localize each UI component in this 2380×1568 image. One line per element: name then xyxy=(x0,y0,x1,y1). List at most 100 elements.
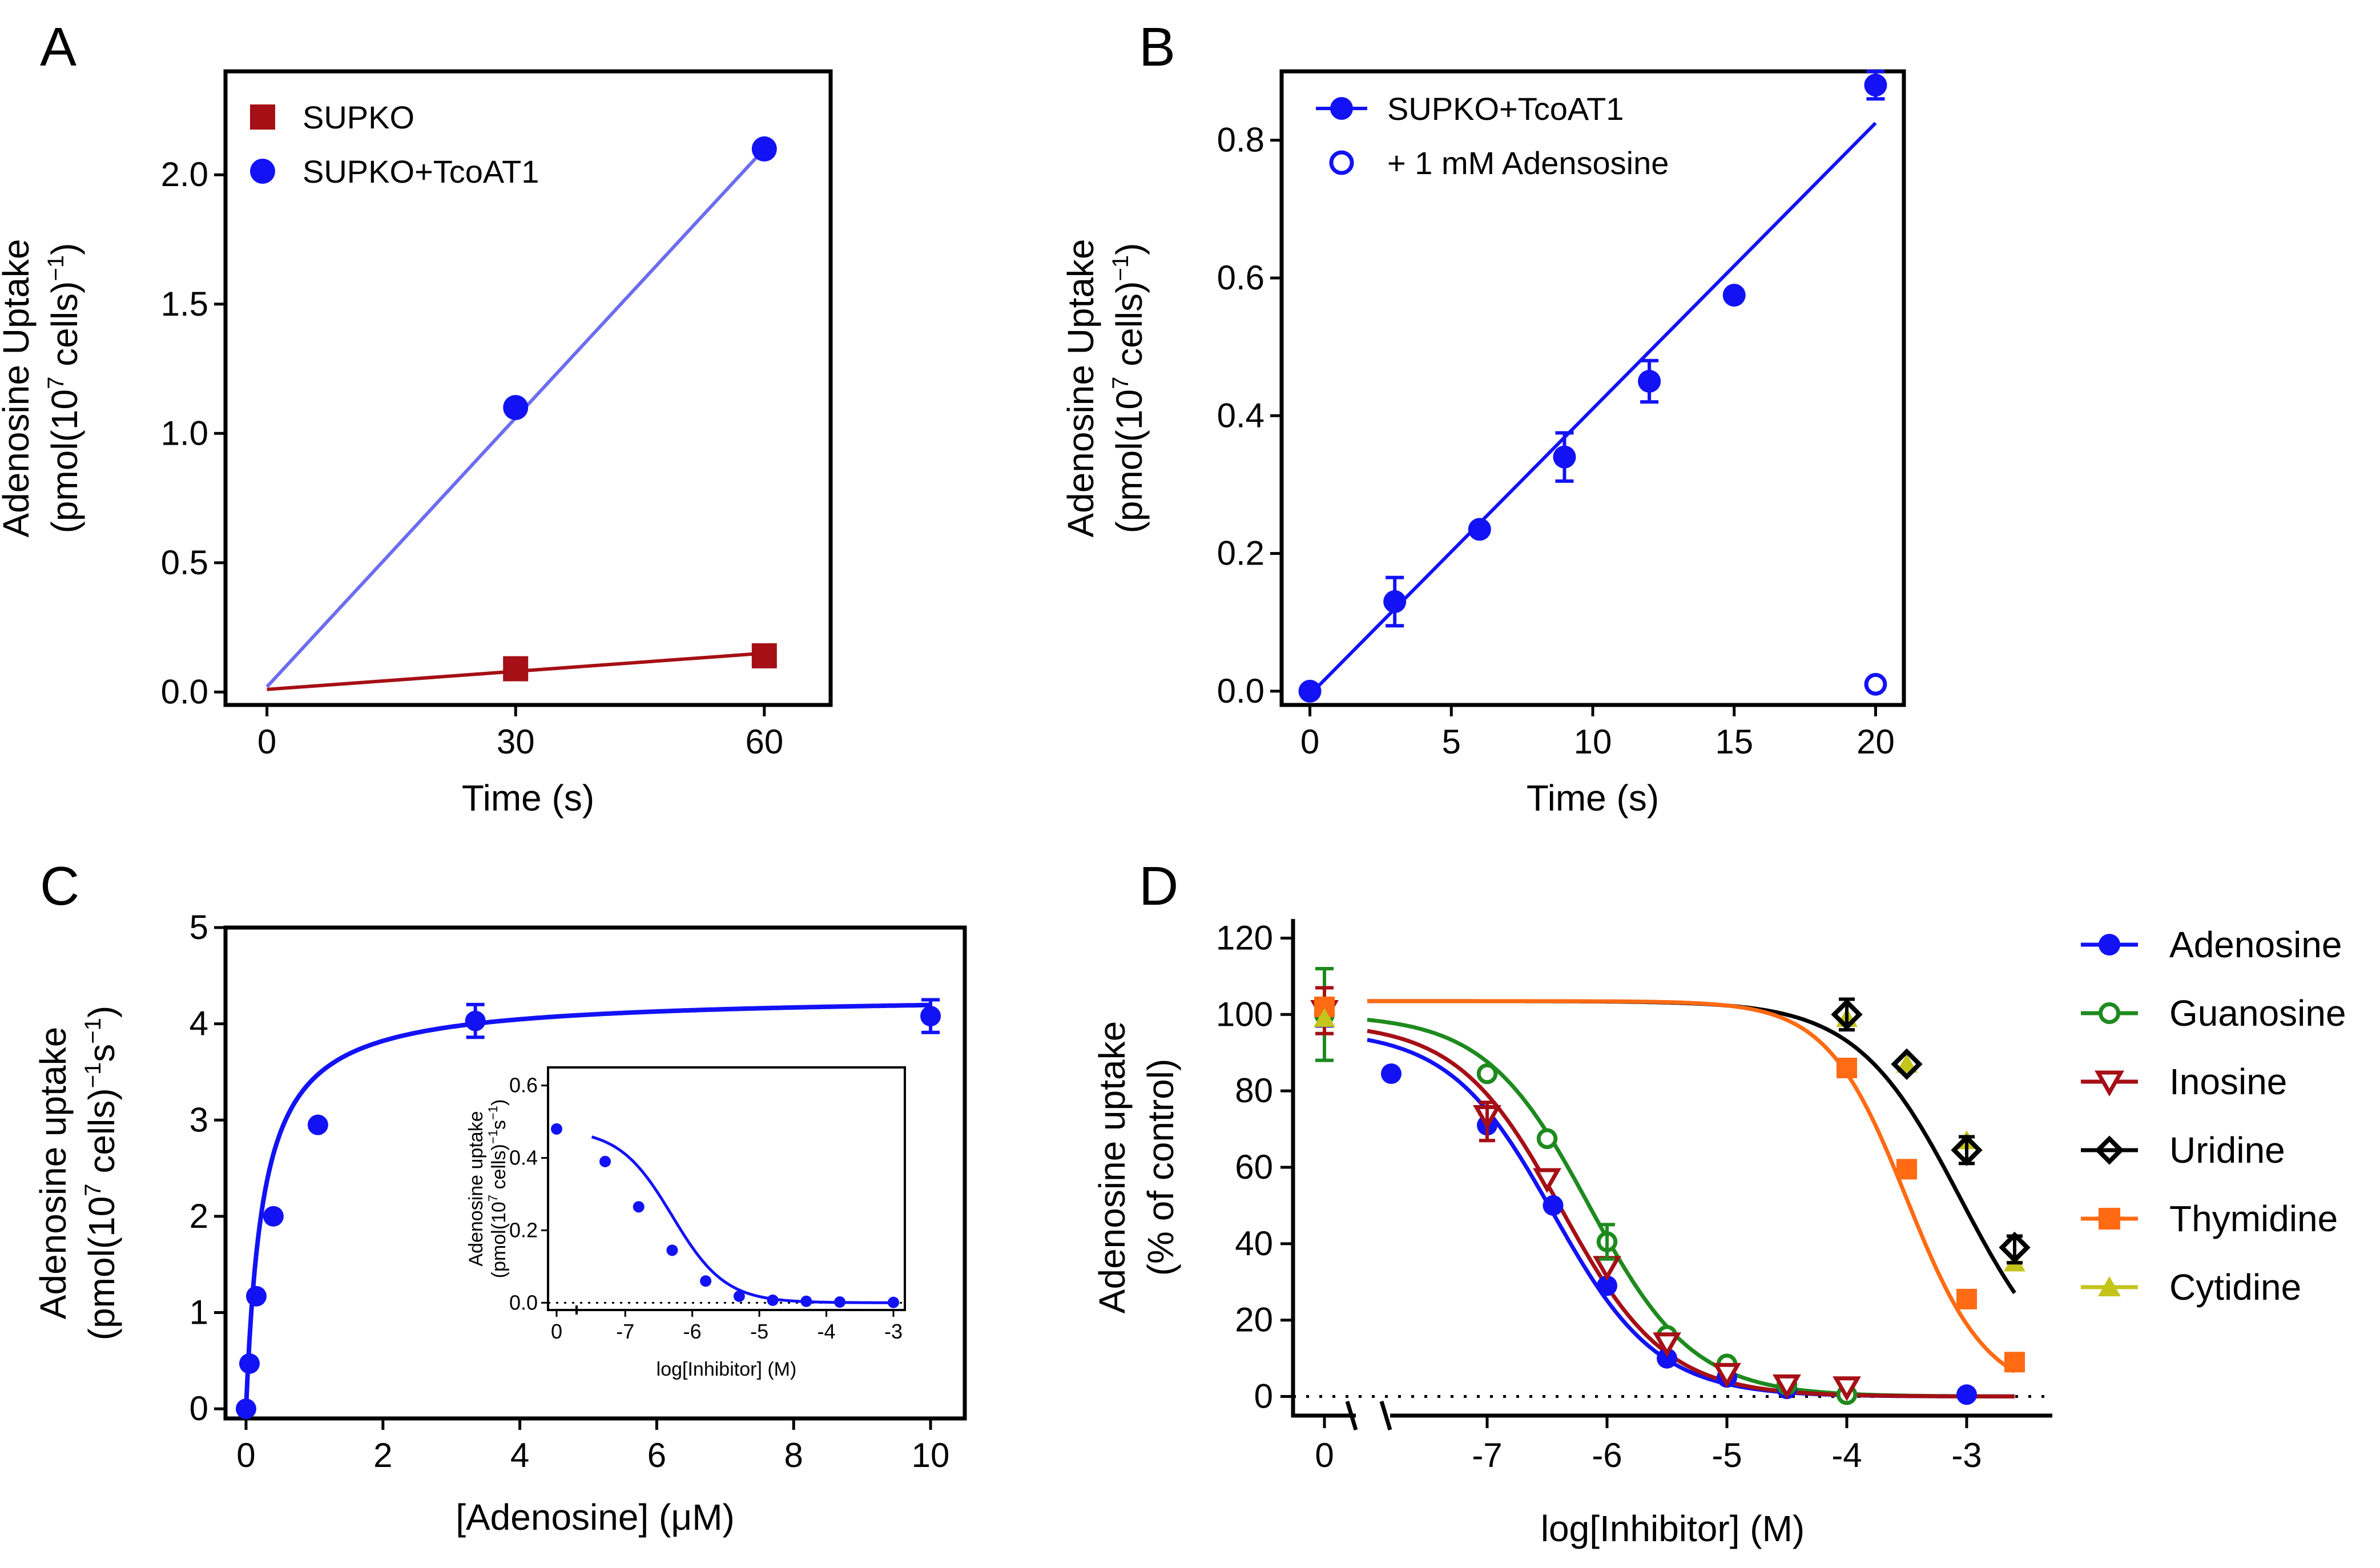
legend-marker xyxy=(2098,1276,2121,1296)
inset-data-point xyxy=(700,1275,712,1287)
y-tick-label: 0.6 xyxy=(1217,259,1264,297)
y-tick-label: 100 xyxy=(1216,995,1273,1033)
panel-label-c: C xyxy=(40,856,79,917)
x-tick-label: -3 xyxy=(1951,1436,1982,1474)
data-point xyxy=(239,1353,260,1374)
data-point-inosine xyxy=(1533,1168,1561,1194)
data-point-thymidine xyxy=(1896,1159,1917,1180)
x-tick-label: -6 xyxy=(1592,1436,1622,1474)
legend-marker xyxy=(2099,1208,2120,1230)
data-point-thymidine xyxy=(1837,1058,1857,1078)
legend-marker xyxy=(2095,1070,2124,1097)
inset-y-tick-label: 0.4 xyxy=(509,1146,538,1170)
legend-label: Thymidine xyxy=(2169,1198,2338,1239)
y-axis-label-unit: cells) xyxy=(81,1088,122,1183)
panel-c: C 0 2 4 6 8 10 0 1 2 3 4 5 [Adenosine] (μM) Adenosine … xyxy=(33,856,967,1538)
x-tick-label: 0 xyxy=(236,1436,255,1474)
data-point xyxy=(1722,284,1746,307)
y-axis-label-unit: (pmol(10 xyxy=(1109,389,1150,534)
y-tick-label: 0.5 xyxy=(161,543,208,582)
y-axis-label-unit: cells) xyxy=(44,281,85,377)
inset-data-point xyxy=(888,1296,899,1308)
data-point-inosine xyxy=(1833,1376,1861,1401)
inset-data-point xyxy=(733,1290,745,1302)
inset-y-tick-label: 0.6 xyxy=(509,1074,538,1097)
legend-marker xyxy=(1329,150,1354,175)
inset-y-axis-label-line2: (pmol(107 cells)−1s−1) xyxy=(486,1099,510,1279)
y-tick-label: 1 xyxy=(190,1293,208,1332)
y-axis-label-line1: Adenosine uptake xyxy=(1092,1021,1133,1313)
y-tick-label: 0 xyxy=(190,1389,208,1428)
fit-curve-inosine xyxy=(1367,1029,2015,1398)
panel-label-b: B xyxy=(1139,17,1175,78)
data-point-adenosine xyxy=(1597,1275,1617,1296)
inset-data-point xyxy=(800,1295,812,1307)
inset-data-point xyxy=(834,1296,846,1308)
legend-label: Adenosine xyxy=(2169,924,2342,965)
inset-y-axis-label-unit: cells) xyxy=(488,1144,510,1195)
y-tick-label: 1.0 xyxy=(161,414,208,452)
legend-marker xyxy=(250,159,275,184)
data-point xyxy=(751,643,777,668)
inset-y-axis-label-unit: (pmol(10 xyxy=(488,1202,510,1278)
inset-y-axis-label-superscript: 7 xyxy=(486,1195,500,1202)
y-tick-label: 80 xyxy=(1235,1071,1273,1110)
inset-y-axis-label-unit: ) xyxy=(488,1099,510,1106)
y-tick-label: 60 xyxy=(1235,1148,1273,1186)
inset-frame xyxy=(547,1066,906,1311)
x-tick-label: 2 xyxy=(373,1436,392,1474)
x-axis-label: log[Inhibitor] (M) xyxy=(1541,1508,1805,1549)
x-tick-label: 0 xyxy=(257,723,276,761)
x-axis-label: Time (s) xyxy=(462,777,594,819)
data-point xyxy=(1298,679,1322,703)
y-axis-label-line2: (% of control) xyxy=(1140,1059,1181,1276)
axis-break-mark xyxy=(1379,1400,1392,1431)
inset-x-tick-label: -7 xyxy=(616,1320,634,1343)
michaelis-menten-curve xyxy=(244,1002,931,1409)
data-point-cytidine xyxy=(1896,1054,1918,1073)
control-point-cytidine xyxy=(1314,1008,1335,1027)
x-tick-label: 5 xyxy=(1442,723,1461,761)
legend-label: Inosine xyxy=(2169,1061,2287,1102)
y-tick-label: 1.5 xyxy=(161,285,208,323)
inset-x-tick-label: -5 xyxy=(750,1320,768,1343)
y-axis-label-unit: ) xyxy=(44,243,85,255)
y-axis-label-superscript: −1 xyxy=(80,1062,106,1089)
data-point-uridine xyxy=(1891,1048,1923,1081)
data-point xyxy=(1468,518,1491,541)
data-point xyxy=(465,1010,486,1031)
legend-marker xyxy=(2095,1135,2124,1165)
y-tick-label: 0.4 xyxy=(1217,396,1264,434)
y-tick-label: 0.2 xyxy=(1217,534,1264,573)
inset-data-point xyxy=(599,1155,611,1167)
legend-marker xyxy=(1330,97,1353,120)
fit-curve-adenosine xyxy=(1367,1038,2015,1398)
y-axis-label-superscript: 7 xyxy=(80,1183,106,1196)
x-tick-label: 0 xyxy=(1315,1436,1334,1474)
y-axis-label-unit: ) xyxy=(81,1006,122,1018)
inset-y-axis-label-superscript: −1 xyxy=(486,1130,500,1144)
x-tick-label: 8 xyxy=(784,1436,803,1474)
y-axis-label-unit: (pmol(10 xyxy=(44,389,85,534)
y-tick-label: 2 xyxy=(190,1197,208,1235)
data-point xyxy=(1864,672,1887,696)
x-tick-label: 10 xyxy=(1574,723,1612,761)
y-tick-label: 0 xyxy=(1254,1377,1273,1416)
data-point xyxy=(235,1398,256,1420)
inset-data-point xyxy=(551,1123,562,1135)
inset-y-axis-label-unit: s xyxy=(488,1120,510,1130)
data-point xyxy=(1553,445,1576,469)
x-axis-label: [Adenosine] (μM) xyxy=(456,1497,735,1538)
data-point-adenosine xyxy=(1381,1063,1402,1085)
plot-frame xyxy=(223,69,833,707)
panel-a: A 0 30 60 0.0 0.5 1.0 1.5 2.0 Time (s) Adenosine U… xyxy=(0,17,833,819)
y-tick-label: 5 xyxy=(190,908,208,946)
x-tick-label: 4 xyxy=(510,1436,529,1474)
data-point-adenosine xyxy=(1657,1348,1677,1369)
data-point xyxy=(503,394,529,420)
data-point-inosine xyxy=(1653,1332,1681,1357)
data-point-adenosine xyxy=(1543,1195,1564,1216)
legend-label: Uridine xyxy=(2169,1130,2285,1171)
inset-data-point xyxy=(666,1244,678,1256)
